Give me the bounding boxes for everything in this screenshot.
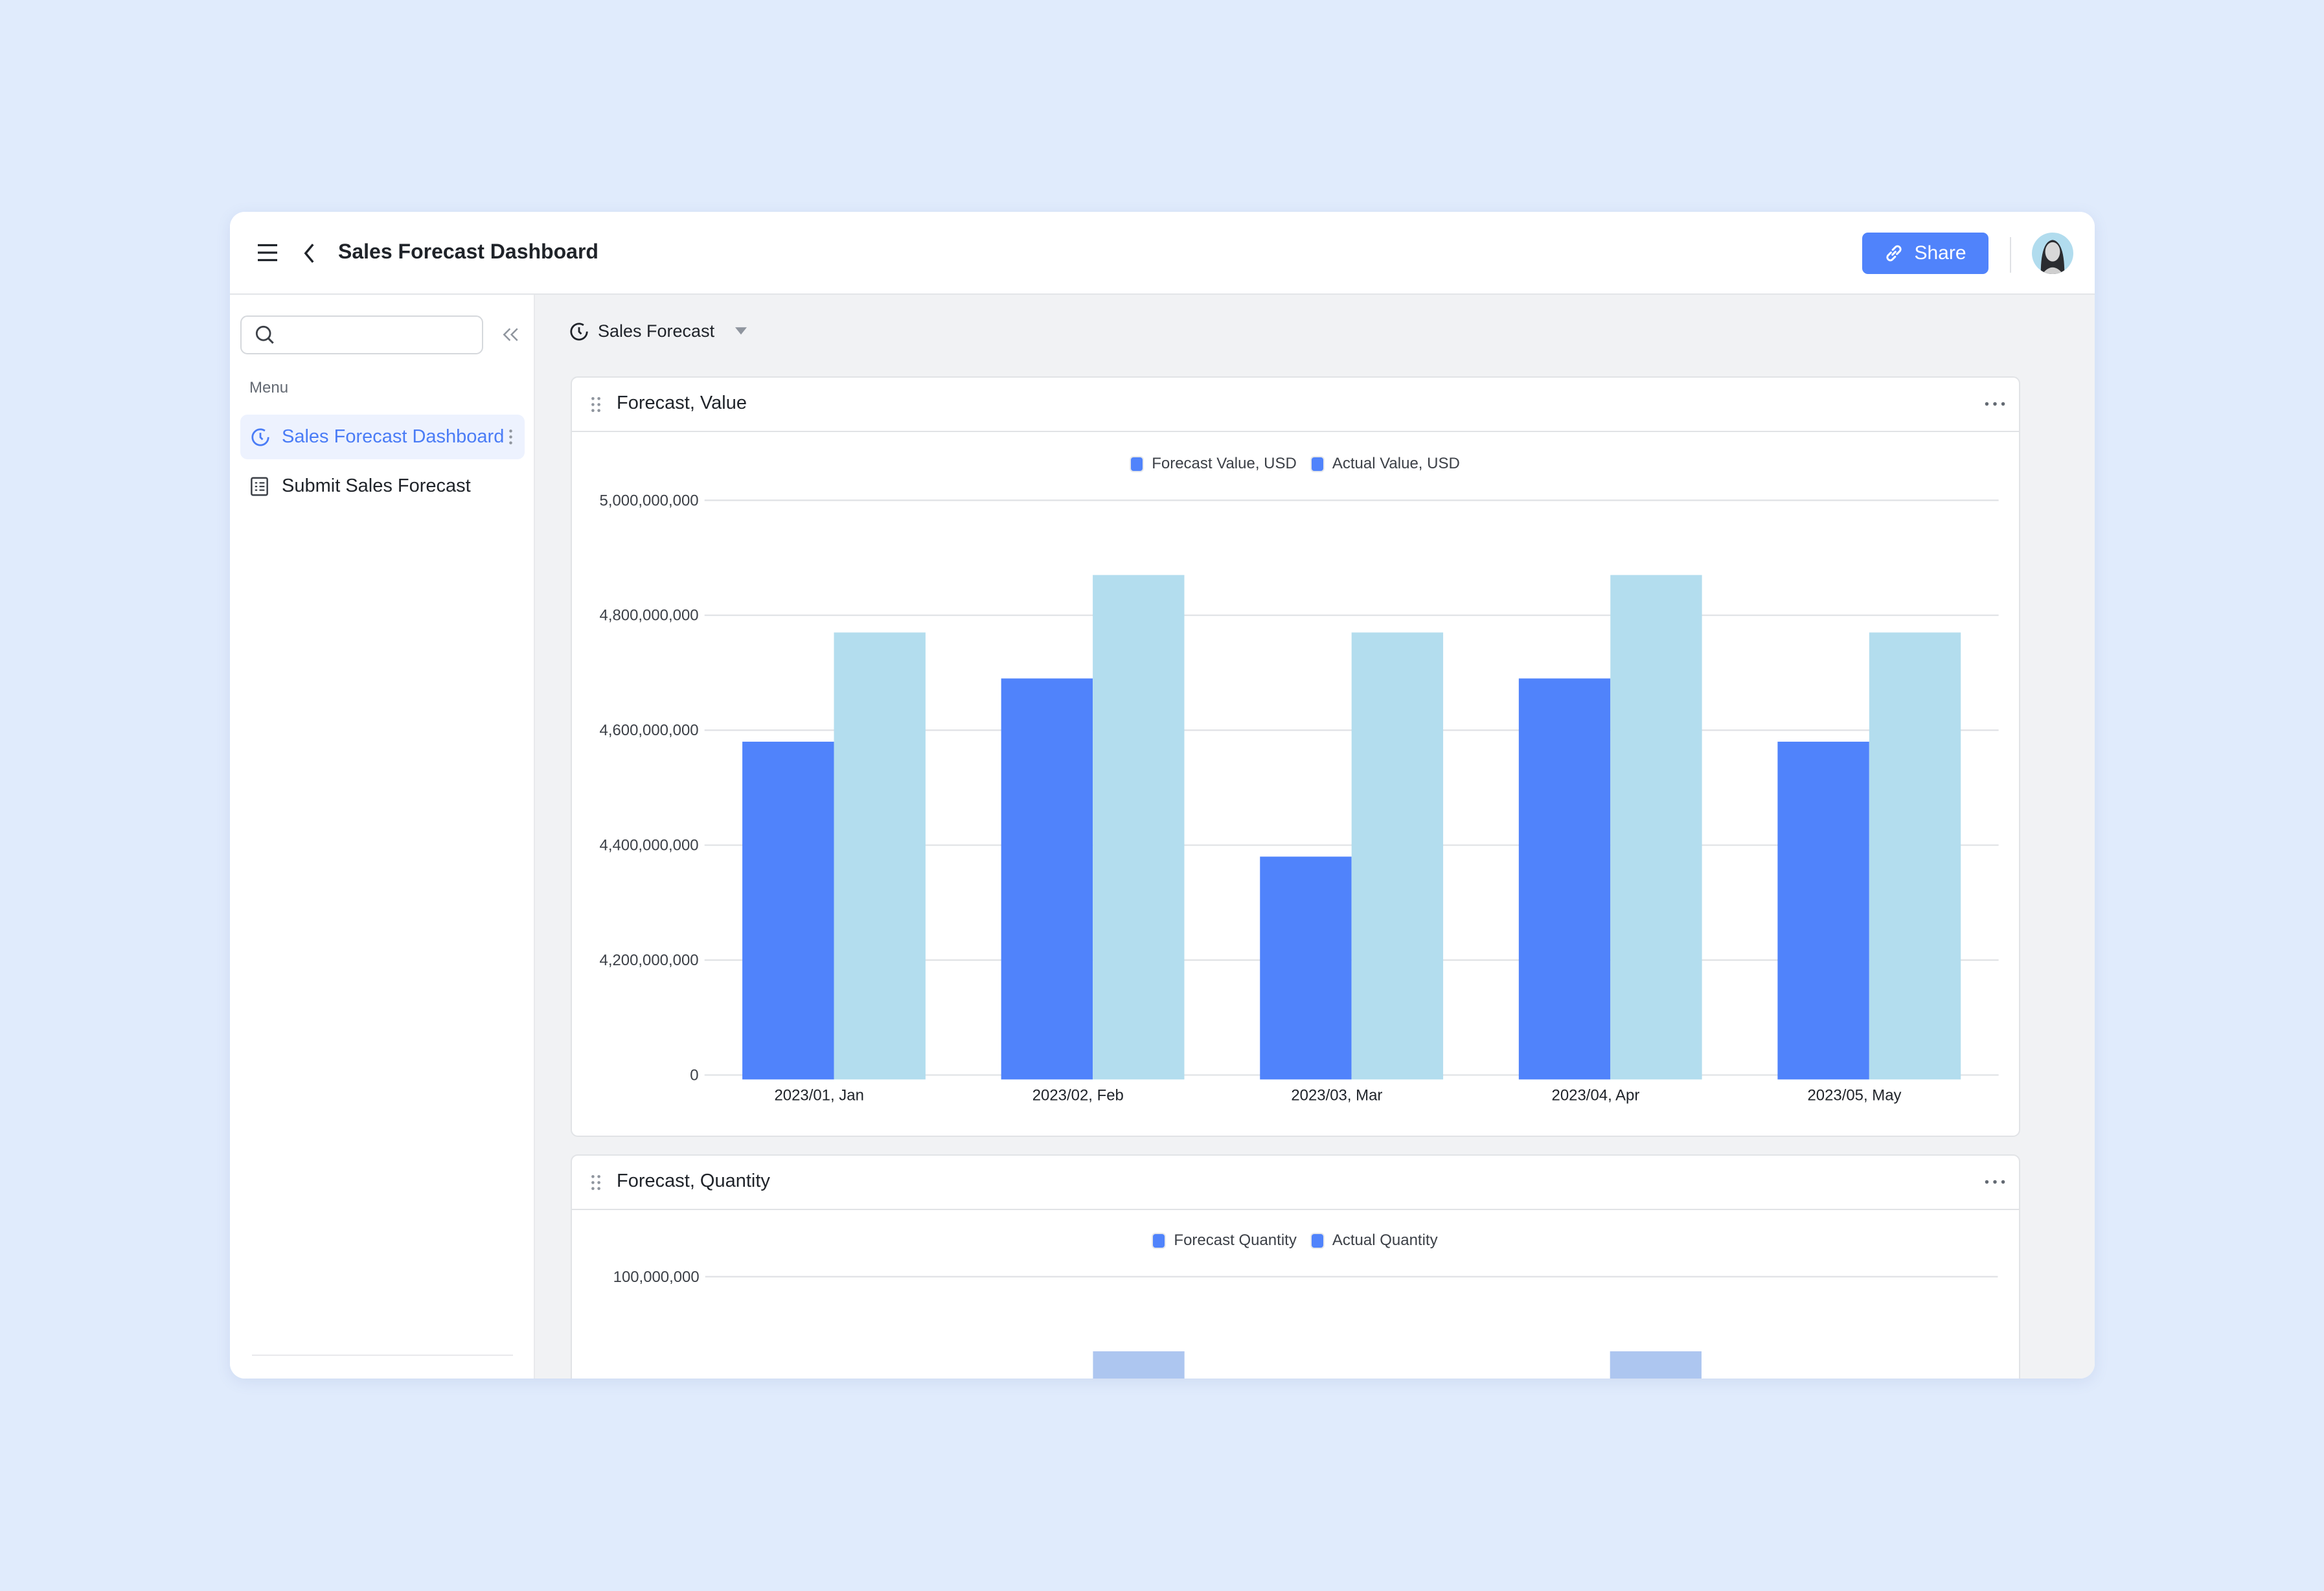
bar-actual xyxy=(1610,575,1702,1080)
legend-item-actual-quantity[interactable]: Actual Quantity xyxy=(1311,1231,1438,1250)
chart-legend: Forecast Value, USD Actual Value, USD xyxy=(572,455,2019,473)
chart-legend: Forecast Quantity Actual Quantity xyxy=(572,1231,2019,1250)
bar-forecast xyxy=(1260,856,1352,1080)
more-vertical-icon[interactable] xyxy=(508,429,513,445)
card-title: Forecast, Value xyxy=(617,393,747,413)
sidebar-item-submit-sales-forecast[interactable]: Submit Sales Forecast xyxy=(240,464,525,509)
bar-actual xyxy=(1093,1351,1185,1379)
y-tick-label: 4,400,000,000 xyxy=(600,837,699,854)
sidebar-bottom-divider xyxy=(252,1355,513,1356)
drag-handle-icon[interactable] xyxy=(591,397,600,412)
sidebar-item-sales-forecast-dashboard[interactable]: Sales Forecast Dashboard xyxy=(240,415,525,459)
sidebar: Menu Sales Forecast Dashboard Submit Sal… xyxy=(230,295,535,1379)
card-title: Forecast, Quantity xyxy=(617,1171,770,1191)
forecast-value-bar-chart: 0 4,200,000,000 4,400,000,000 4,600,000,000… xyxy=(600,492,1999,1104)
user-avatar[interactable] xyxy=(2032,233,2073,274)
link-icon xyxy=(1886,245,1902,262)
x-tick-label: 2023/02, Feb xyxy=(1032,1086,1124,1104)
chart-card-forecast-value: Forecast, Value Forecast Value, USD Actu… xyxy=(571,376,2020,1137)
share-button[interactable]: Share xyxy=(1862,233,1988,274)
search-icon xyxy=(255,325,274,344)
search-input[interactable] xyxy=(240,315,483,354)
y-tick-label: 0 xyxy=(690,1066,698,1084)
card-header: Forecast, Value xyxy=(572,378,2019,432)
legend-item-forecast-quantity[interactable]: Forecast Quantity xyxy=(1153,1231,1297,1250)
legend-label: Forecast Value, USD xyxy=(1152,455,1297,472)
page-title: Sales Forecast Dashboard xyxy=(338,240,598,263)
bar-actual xyxy=(1351,632,1444,1080)
top-header: Sales Forecast Dashboard Share xyxy=(230,212,2095,295)
drag-handle-icon[interactable] xyxy=(591,1175,600,1190)
bar-actual xyxy=(1093,575,1185,1080)
x-tick-label: 2023/04, Apr xyxy=(1552,1086,1640,1104)
legend-swatch xyxy=(1311,1233,1323,1248)
bar-actual xyxy=(1610,1351,1702,1379)
timer-icon xyxy=(251,428,269,446)
legend-label: Actual Quantity xyxy=(1332,1231,1438,1249)
collapse-sidebar-icon[interactable] xyxy=(503,327,519,342)
main-content: Sales Forecast Forecast, Value Forecast … xyxy=(535,295,2095,1379)
legend-label: Forecast Quantity xyxy=(1174,1231,1297,1249)
more-options-icon[interactable] xyxy=(1985,402,2005,406)
y-tick-label: 100,000,000 xyxy=(613,1268,700,1286)
x-tick-label: 2023/03, Mar xyxy=(1291,1086,1382,1104)
legend-item-actual-value[interactable]: Actual Value, USD xyxy=(1311,455,1460,473)
bar-forecast xyxy=(1001,678,1093,1080)
timer-icon xyxy=(570,322,588,341)
view-selector-label: Sales Forecast xyxy=(598,321,715,341)
legend-item-forecast-value[interactable]: Forecast Value, USD xyxy=(1131,455,1297,473)
forecast-quantity-bar-chart: 100,000,000 xyxy=(613,1268,1998,1379)
x-tick-label: 2023/05, May xyxy=(1807,1086,1901,1104)
legend-swatch xyxy=(1311,457,1323,471)
y-tick-label: 4,800,000,000 xyxy=(600,607,699,624)
form-list-icon xyxy=(251,476,268,496)
bar-forecast xyxy=(1777,741,1869,1080)
legend-swatch xyxy=(1131,457,1143,471)
x-tick-label: 2023/01, Jan xyxy=(774,1086,863,1104)
bar-forecast xyxy=(742,741,834,1080)
back-chevron-icon[interactable] xyxy=(302,243,316,264)
legend-swatch xyxy=(1153,1233,1165,1248)
share-label: Share xyxy=(1914,242,1966,264)
avatar-portrait-icon xyxy=(2040,240,2065,274)
app-window: Sales Forecast Dashboard Share Menu Sale… xyxy=(230,212,2095,1379)
bar-actual xyxy=(1869,632,1961,1080)
view-selector-dropdown[interactable]: Sales Forecast xyxy=(569,321,747,341)
bar-forecast xyxy=(1518,678,1611,1080)
sidebar-item-label: Sales Forecast Dashboard xyxy=(282,426,505,447)
menu-section-label: Menu xyxy=(249,379,289,396)
y-tick-label: 4,200,000,000 xyxy=(600,952,699,969)
chart-card-forecast-quantity: Forecast, Quantity Forecast Quantity Act… xyxy=(571,1154,2020,1379)
y-tick-label: 5,000,000,000 xyxy=(600,492,699,509)
sidebar-item-label: Submit Sales Forecast xyxy=(282,475,471,496)
y-tick-label: 4,600,000,000 xyxy=(600,722,699,739)
more-options-icon[interactable] xyxy=(1985,1180,2005,1184)
legend-label: Actual Value, USD xyxy=(1332,455,1460,472)
card-header: Forecast, Quantity xyxy=(572,1156,2019,1210)
hamburger-menu-icon[interactable] xyxy=(258,243,277,262)
bar-actual xyxy=(834,632,926,1080)
header-divider xyxy=(2010,237,2011,273)
caret-down-icon xyxy=(735,326,747,334)
